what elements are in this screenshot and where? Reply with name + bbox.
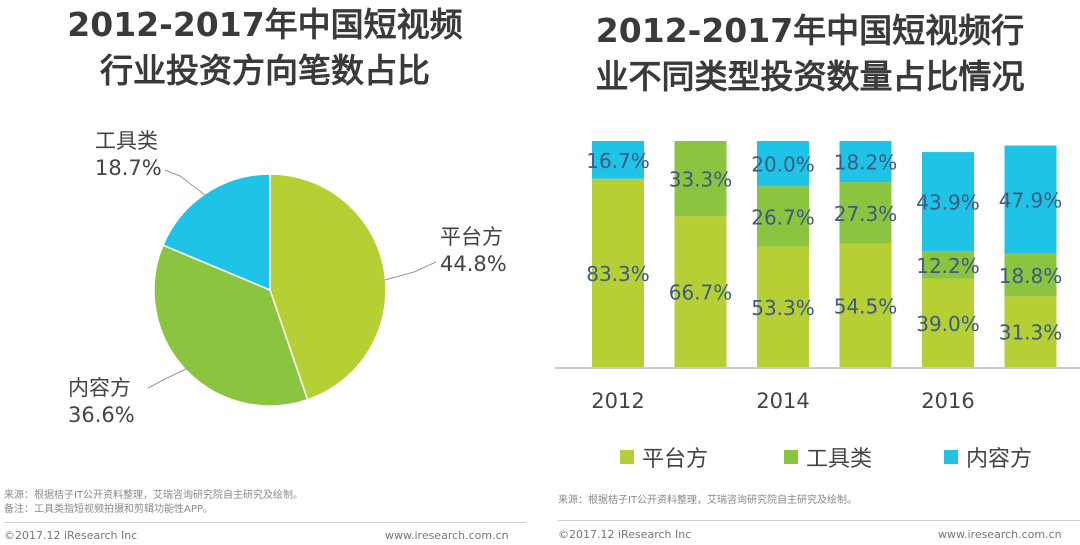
pie-label-tool-value: 18.7% <box>95 156 162 180</box>
stacked-bar-chart: 83.3% 16.7% 2012 66.7% 33.3% 53.3% 26.7% 20.0% 2… <box>555 141 1080 413</box>
legend-label-content: 内容方 <box>966 447 1033 472</box>
bar-2015-tool <box>839 182 892 244</box>
bar-label-2016-content: 43.9% <box>916 191 980 215</box>
bar-2016-tool <box>922 251 974 279</box>
bar-label-2015-content: 18.2% <box>834 151 898 175</box>
bar-label-2017-tool: 18.8% <box>999 264 1063 288</box>
legend-item-tool: 工具类 <box>784 441 872 473</box>
x-tick-2014: 2014 <box>756 389 809 413</box>
legend-swatch-platform <box>620 450 634 464</box>
legend-item-platform: 平台方 <box>620 441 708 473</box>
bar-website: www.iresearch.com.cn <box>938 528 1062 541</box>
bar-2015-content <box>839 141 892 183</box>
pie-label-content: 内容方 36.6% <box>68 375 135 429</box>
pie-footer-divider <box>4 522 526 523</box>
bar-2014-content <box>757 141 809 187</box>
bar-2017-platform <box>1004 296 1057 367</box>
x-tick-2012: 2012 <box>591 389 644 413</box>
bar-label-2012-platform: 83.3% <box>586 262 650 286</box>
bar-chart-title: 2012-2017年中国短视频行 业不同类型投资数量占比情况 <box>560 8 1060 100</box>
legend-item-content: 内容方 <box>944 441 1032 473</box>
bar-label-2017-content: 47.9% <box>999 189 1063 213</box>
pie-label-content-value: 36.6% <box>68 403 135 427</box>
bar-footer-divider <box>558 520 1080 521</box>
bar-label-2014-tool: 26.7% <box>751 205 815 229</box>
bar-2016-content <box>922 152 974 252</box>
bar-2012-platform <box>592 178 644 367</box>
bar-label-2012-content: 16.7% <box>586 149 650 173</box>
pie-source-line2: 备注：工具类指短视频拍摄和剪辑功能性APP。 <box>4 504 213 515</box>
bar-2015-platform <box>839 243 892 367</box>
pie-title-line1: 2012-2017年中国短视频 <box>67 5 463 44</box>
bar-2013-platform <box>674 216 727 367</box>
bar-2014-tool <box>757 186 809 247</box>
bar-2016-platform <box>922 278 974 367</box>
bar-label-2014-platform: 53.3% <box>751 296 815 320</box>
pie-label-platform-name: 平台方 <box>440 225 503 249</box>
bar-label-2016-platform: 39.0% <box>916 312 980 336</box>
pie-slice-platform <box>269 173 387 401</box>
bar-label-2016-tool: 12.2% <box>916 254 980 278</box>
pie-label-tool: 工具类 18.7% <box>95 128 162 182</box>
pie-source-line1: 来源：根据桔子IT公开资料整理，艾瑞咨询研究院自主研究及绘制。 <box>4 490 304 501</box>
pie-label-content-name: 内容方 <box>68 376 131 400</box>
bar-label-2013-tool: 33.3% <box>669 168 733 192</box>
legend-label-platform: 平台方 <box>642 447 709 472</box>
legend-swatch-content <box>944 450 958 464</box>
right-panel: 2012-2017年中国短视频行 业不同类型投资数量占比情况 83.3% 16.7… <box>540 0 1080 545</box>
bar-source-note: 来源：根据桔子IT公开资料整理，艾瑞咨询研究院自主研究及绘制。 <box>558 495 858 506</box>
bar-copyright: ©2017.12 iResearch Inc <box>558 528 692 541</box>
pie-source-note: 来源：根据桔子IT公开资料整理，艾瑞咨询研究院自主研究及绘制。 备注：工具类指短… <box>4 489 303 517</box>
bar-title-line1: 2012-2017年中国短视频行 <box>595 11 1025 50</box>
bar-2017-tool <box>1004 253 1057 297</box>
pie-slice-tool <box>162 173 271 292</box>
pie-label-platform-value: 44.8% <box>440 252 507 276</box>
bar-2012-content <box>592 141 644 179</box>
bar-2013-tool <box>674 141 727 217</box>
bar-2017-content <box>1004 145 1057 254</box>
pie-website: www.iresearch.com.cn <box>385 529 509 542</box>
pie-leader-tool <box>164 169 206 196</box>
pie-chart-title: 2012-2017年中国短视频 行业投资方向笔数占比 <box>30 2 500 94</box>
bar-title-line2: 业不同类型投资数量占比情况 <box>595 57 1025 96</box>
bar-label-2015-platform: 54.5% <box>834 294 898 318</box>
pie-chart <box>147 169 437 407</box>
pie-label-platform: 平台方 44.8% <box>440 224 507 278</box>
bar-label-2013-platform: 66.7% <box>669 281 733 305</box>
pie-copyright: ©2017.12 iResearch Inc <box>4 529 138 542</box>
pie-leader-content <box>147 366 191 389</box>
legend-swatch-tool <box>784 450 798 464</box>
bar-label-2017-platform: 31.3% <box>999 321 1063 345</box>
pie-title-line2: 行业投资方向笔数占比 <box>100 51 430 90</box>
x-tick-2016: 2016 <box>921 389 974 413</box>
pie-leader-platform <box>384 261 437 281</box>
pie-label-tool-name: 工具类 <box>95 129 158 153</box>
bar-label-2014-content: 20.0% <box>751 153 815 177</box>
bar-2014-platform <box>757 246 809 367</box>
legend-label-tool: 工具类 <box>806 447 873 472</box>
left-panel: 2012-2017年中国短视频 行业投资方向笔数占比 工具类 18.7% 平台方… <box>4 2 526 542</box>
bar-label-2015-tool: 27.3% <box>834 202 898 226</box>
